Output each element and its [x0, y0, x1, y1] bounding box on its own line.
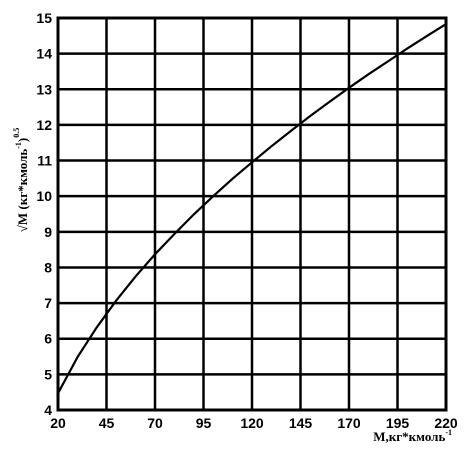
y-tick-label: 9: [44, 224, 52, 240]
x-tick-label: 120: [240, 415, 264, 431]
x-tick-label: 95: [196, 415, 212, 431]
y-tick-label: 7: [44, 295, 52, 311]
y-tick-label: 6: [44, 331, 52, 347]
y-tick-label: 8: [44, 259, 52, 275]
y-axis-label: √M (кг*кмоль-1)0.5: [12, 128, 30, 233]
x-tick-label: 220: [434, 415, 458, 431]
x-tick-label: 170: [337, 415, 361, 431]
series-group: [57, 23, 447, 394]
y-tick-label: 14: [36, 46, 52, 62]
y-tick-label: 4: [44, 402, 52, 418]
x-tick-labels: 20 45 70 95 120 145 170 195 220: [50, 415, 458, 431]
grid: [58, 18, 446, 410]
series-line: [57, 23, 447, 394]
plot-frame: [56, 16, 448, 412]
y-tick-label: 15: [36, 10, 52, 26]
y-tick-label: 5: [44, 366, 52, 382]
x-tick-label: 145: [289, 415, 313, 431]
x-tick-label: 20: [50, 415, 66, 431]
x-tick-label: 195: [386, 415, 410, 431]
y-tick-label: 11: [37, 153, 52, 169]
x-tick-label: 45: [99, 415, 115, 431]
x-tick-label: 70: [147, 415, 163, 431]
y-tick-labels: 4 5 6 7 8 9 10 11 12 13 14 15: [36, 10, 52, 418]
x-axis-label: M,кг*кмоль-1: [373, 428, 452, 444]
y-tick-label: 12: [36, 117, 52, 133]
y-tick-label: 13: [36, 81, 52, 97]
y-tick-label: 10: [36, 188, 52, 204]
